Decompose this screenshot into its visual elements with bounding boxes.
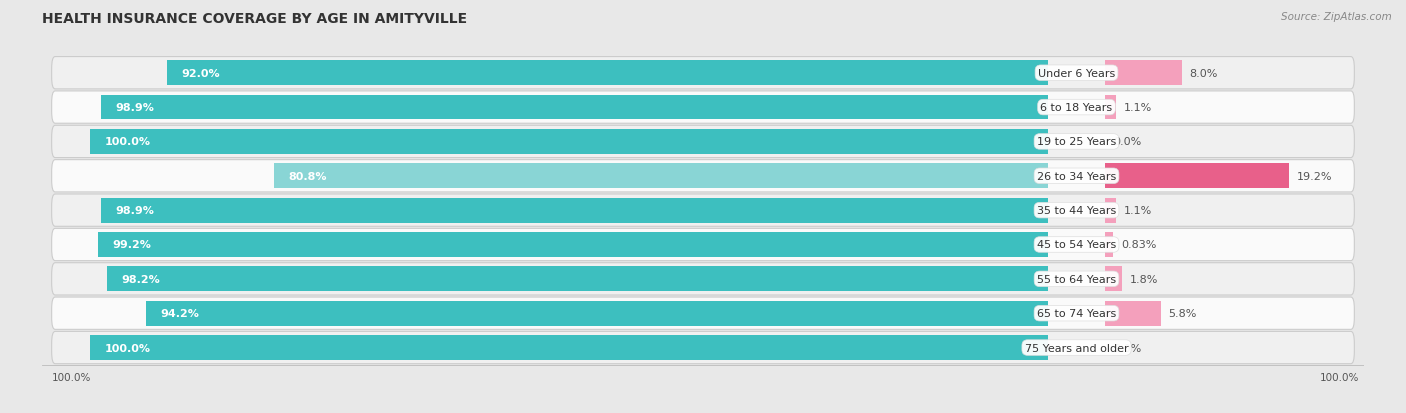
- Bar: [101, 95, 1047, 120]
- Text: 1.8%: 1.8%: [1130, 274, 1159, 284]
- Bar: [90, 130, 1047, 154]
- Text: Source: ZipAtlas.com: Source: ZipAtlas.com: [1281, 12, 1392, 22]
- Text: 8.0%: 8.0%: [1189, 69, 1218, 78]
- Text: 94.2%: 94.2%: [160, 309, 198, 318]
- Bar: [1105, 233, 1114, 257]
- Bar: [274, 164, 1047, 189]
- FancyBboxPatch shape: [52, 92, 1354, 124]
- Text: 92.0%: 92.0%: [181, 69, 219, 78]
- FancyBboxPatch shape: [52, 195, 1354, 227]
- Text: 1.1%: 1.1%: [1123, 103, 1152, 113]
- Text: Under 6 Years: Under 6 Years: [1038, 69, 1115, 78]
- Text: 35 to 44 Years: 35 to 44 Years: [1036, 206, 1116, 216]
- FancyBboxPatch shape: [52, 297, 1354, 330]
- FancyBboxPatch shape: [52, 160, 1354, 192]
- Bar: [90, 335, 1047, 360]
- Text: 19 to 25 Years: 19 to 25 Years: [1036, 137, 1116, 147]
- FancyBboxPatch shape: [52, 126, 1354, 158]
- Text: 100.0%: 100.0%: [52, 372, 91, 382]
- Bar: [107, 267, 1047, 292]
- Bar: [1105, 61, 1182, 86]
- Text: 5.8%: 5.8%: [1168, 309, 1197, 318]
- FancyBboxPatch shape: [52, 332, 1354, 364]
- Bar: [1105, 301, 1161, 326]
- Bar: [1105, 95, 1116, 120]
- Text: HEALTH INSURANCE COVERAGE BY AGE IN AMITYVILLE: HEALTH INSURANCE COVERAGE BY AGE IN AMIT…: [42, 12, 467, 26]
- FancyBboxPatch shape: [52, 263, 1354, 295]
- Bar: [1105, 198, 1116, 223]
- FancyBboxPatch shape: [52, 229, 1354, 261]
- Text: 55 to 64 Years: 55 to 64 Years: [1038, 274, 1116, 284]
- Text: 0.0%: 0.0%: [1114, 137, 1142, 147]
- Text: 0.0%: 0.0%: [1114, 343, 1142, 353]
- Text: 19.2%: 19.2%: [1296, 171, 1333, 181]
- Text: 98.9%: 98.9%: [115, 206, 153, 216]
- Text: 65 to 74 Years: 65 to 74 Years: [1036, 309, 1116, 318]
- Text: 26 to 34 Years: 26 to 34 Years: [1036, 171, 1116, 181]
- Text: 0.83%: 0.83%: [1121, 240, 1156, 250]
- Bar: [101, 198, 1047, 223]
- Text: 98.9%: 98.9%: [115, 103, 153, 113]
- FancyBboxPatch shape: [52, 57, 1354, 90]
- Text: 80.8%: 80.8%: [288, 171, 326, 181]
- Bar: [1105, 267, 1122, 292]
- Bar: [98, 233, 1047, 257]
- Bar: [167, 61, 1047, 86]
- Bar: [146, 301, 1047, 326]
- Text: 98.2%: 98.2%: [122, 274, 160, 284]
- Bar: [1105, 164, 1289, 189]
- Text: 100.0%: 100.0%: [104, 137, 150, 147]
- Text: 6 to 18 Years: 6 to 18 Years: [1040, 103, 1112, 113]
- Text: 1.1%: 1.1%: [1123, 206, 1152, 216]
- Text: 100.0%: 100.0%: [104, 343, 150, 353]
- Text: 45 to 54 Years: 45 to 54 Years: [1036, 240, 1116, 250]
- Text: 99.2%: 99.2%: [112, 240, 150, 250]
- Text: 75 Years and older: 75 Years and older: [1025, 343, 1129, 353]
- Text: 100.0%: 100.0%: [1320, 372, 1360, 382]
